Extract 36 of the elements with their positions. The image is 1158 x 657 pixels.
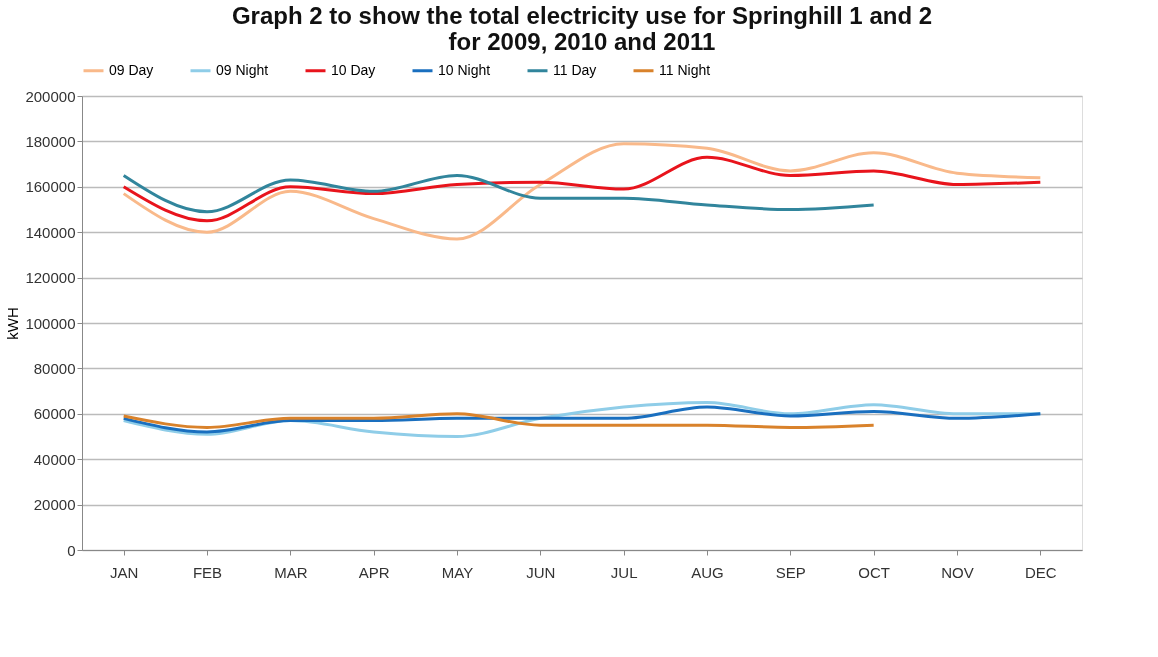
- x-tick-label: NOV: [941, 563, 974, 581]
- y-tick-label: 60000: [33, 405, 76, 423]
- legend-label: 11 Day: [553, 61, 597, 78]
- legend-label: 09 Day: [109, 61, 154, 78]
- y-axis-title: kWH: [4, 307, 22, 340]
- y-tick-label: 120000: [25, 269, 76, 287]
- y-tick-label: 80000: [33, 359, 76, 377]
- y-tick-label: 140000: [25, 223, 76, 241]
- x-tick-label: APR: [358, 563, 390, 581]
- y-tick-label: 200000: [25, 87, 76, 105]
- line-series: [122, 142, 1042, 241]
- x-tick-label: MAY: [441, 563, 474, 581]
- y-tick-label: 20000: [33, 496, 76, 514]
- x-tick-label: MAR: [274, 563, 308, 581]
- x-tick-label: JAN: [109, 563, 139, 581]
- y-tick-label: 180000: [25, 132, 76, 150]
- text: for 2009, 2010 and 2011: [448, 28, 716, 55]
- x-tick-label: JUN: [526, 563, 556, 581]
- x-tick-label: SEP: [775, 563, 806, 581]
- y-tick-label: 40000: [33, 450, 76, 468]
- y-tick-label: 0: [67, 541, 76, 559]
- legend-label: 09 Night: [216, 61, 269, 78]
- line-series: [122, 173, 876, 214]
- x-tick-label: OCT: [858, 563, 890, 581]
- y-tick-label: 100000: [25, 314, 76, 332]
- text: Graph 2 to show the total electricity use for Springhill 1 and 2: [231, 2, 933, 29]
- line-series: [122, 412, 876, 429]
- x-tick-label: DEC: [1025, 563, 1057, 581]
- x-tick-label: JUL: [610, 563, 638, 581]
- y-tick-label: 160000: [25, 178, 76, 196]
- x-tick-label: FEB: [192, 563, 223, 581]
- x-tick-label: AUG: [691, 563, 724, 581]
- legend-label: 10 Night: [438, 61, 491, 78]
- legend-label: 10 Day: [331, 61, 376, 78]
- line-series: [122, 155, 1042, 223]
- legend-label: 11 Night: [659, 61, 711, 78]
